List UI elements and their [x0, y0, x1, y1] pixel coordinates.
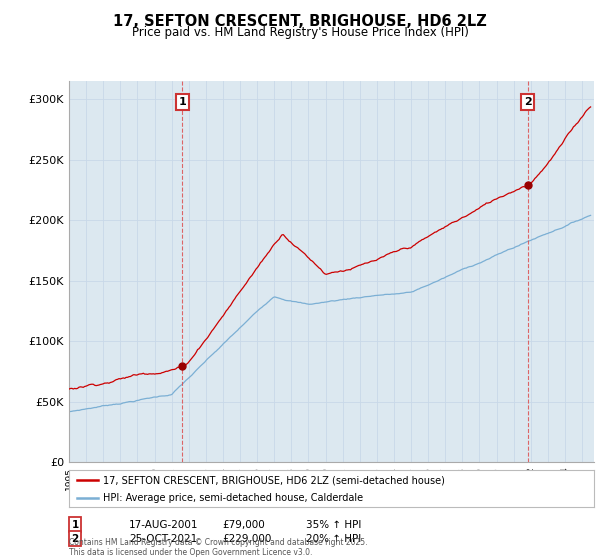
Text: 20% ↑ HPI: 20% ↑ HPI	[306, 534, 361, 544]
Text: 17, SEFTON CRESCENT, BRIGHOUSE, HD6 2LZ (semi-detached house): 17, SEFTON CRESCENT, BRIGHOUSE, HD6 2LZ …	[103, 475, 445, 485]
Text: 35% ↑ HPI: 35% ↑ HPI	[306, 520, 361, 530]
Text: 17-AUG-2001: 17-AUG-2001	[129, 520, 199, 530]
Text: HPI: Average price, semi-detached house, Calderdale: HPI: Average price, semi-detached house,…	[103, 493, 363, 503]
Text: 25-OCT-2021: 25-OCT-2021	[129, 534, 197, 544]
Text: 2: 2	[71, 534, 79, 544]
Text: 2: 2	[524, 97, 532, 107]
Text: £79,000: £79,000	[222, 520, 265, 530]
Text: Contains HM Land Registry data © Crown copyright and database right 2025.
This d: Contains HM Land Registry data © Crown c…	[69, 538, 367, 557]
Text: 1: 1	[179, 97, 187, 107]
Text: 1: 1	[71, 520, 79, 530]
Text: 17, SEFTON CRESCENT, BRIGHOUSE, HD6 2LZ: 17, SEFTON CRESCENT, BRIGHOUSE, HD6 2LZ	[113, 14, 487, 29]
Text: £229,000: £229,000	[222, 534, 271, 544]
Text: Price paid vs. HM Land Registry's House Price Index (HPI): Price paid vs. HM Land Registry's House …	[131, 26, 469, 39]
